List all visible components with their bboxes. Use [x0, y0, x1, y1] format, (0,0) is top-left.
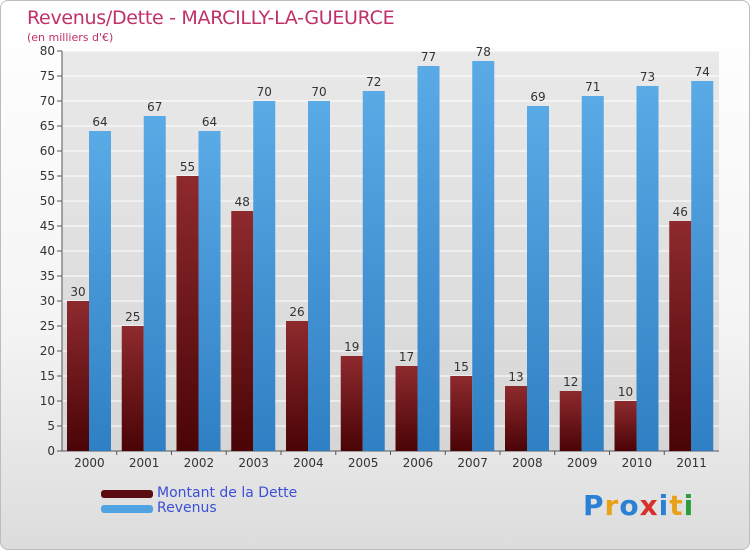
x-tick-label: 2011 — [676, 456, 707, 470]
data-label-dette: 46 — [673, 205, 688, 219]
bar-dette — [286, 321, 308, 451]
y-tick-label: 55 — [40, 169, 55, 183]
data-label-dette: 19 — [344, 340, 359, 354]
legend-label-dette: Montant de la Dette — [157, 485, 298, 501]
legend-label-revenus: Revenus — [157, 500, 217, 516]
data-label-revenus: 73 — [640, 70, 655, 84]
bar-revenus — [143, 116, 166, 451]
data-label-dette: 17 — [399, 350, 414, 364]
x-tick-label: 2000 — [74, 456, 105, 470]
data-label-dette: 55 — [180, 160, 195, 174]
y-tick-label: 30 — [40, 294, 55, 308]
data-label-revenus: 72 — [366, 75, 381, 89]
y-tick-label: 60 — [40, 144, 55, 158]
data-label-dette: 26 — [289, 305, 304, 319]
x-tick-label: 2004 — [293, 456, 324, 470]
data-label-dette: 30 — [70, 285, 85, 299]
x-tick-label: 2007 — [457, 456, 488, 470]
y-tick-label: 50 — [40, 194, 55, 208]
logo-letter: i — [683, 489, 695, 522]
bar-revenus — [253, 101, 276, 451]
logo-letter: o — [619, 489, 640, 522]
data-label-revenus: 77 — [421, 50, 436, 64]
data-label-dette: 13 — [508, 370, 523, 384]
logo-letter: x — [639, 489, 659, 522]
data-label-revenus: 67 — [147, 100, 162, 114]
bar-dette — [395, 366, 418, 451]
bar-dette — [559, 391, 582, 451]
data-label-revenus: 78 — [476, 45, 491, 59]
data-label-revenus: 74 — [695, 65, 710, 79]
x-tick-label: 2005 — [348, 456, 379, 470]
bar-revenus — [691, 81, 714, 451]
y-tick-label: 25 — [40, 319, 55, 333]
y-tick-label: 20 — [40, 344, 55, 358]
x-tick-label: 2001 — [129, 456, 160, 470]
data-label-revenus: 71 — [585, 80, 600, 94]
legend-swatch-dette — [101, 490, 153, 498]
bar-revenus — [308, 101, 330, 451]
bar-revenus — [417, 66, 440, 451]
bar-dette — [669, 221, 692, 451]
bar-revenus — [636, 86, 659, 451]
bar-dette — [450, 376, 473, 451]
y-tick-label: 35 — [40, 269, 55, 283]
logo-letter: P — [583, 489, 605, 522]
bar-dette — [231, 211, 254, 451]
y-tick-label: 5 — [47, 419, 55, 433]
chart-title: Revenus/Dette - MARCILLY-LA-GUEURCE — [27, 7, 395, 29]
chart-subtitle: (en milliers d'€) — [27, 31, 114, 44]
bar-dette — [505, 386, 527, 451]
bar-revenus — [581, 96, 604, 451]
y-tick-label: 40 — [40, 244, 55, 258]
bar-revenus — [472, 61, 495, 451]
x-tick-label: 2002 — [184, 456, 215, 470]
x-tick-label: 2006 — [403, 456, 434, 470]
x-tick-label: 2009 — [567, 456, 598, 470]
y-tick-label: 0 — [47, 444, 55, 458]
data-label-revenus: 70 — [257, 85, 272, 99]
bar-revenus — [89, 131, 111, 451]
bar-dette — [614, 401, 637, 451]
data-label-revenus: 64 — [202, 115, 217, 129]
x-tick-label: 2008 — [512, 456, 543, 470]
data-label-revenus: 70 — [311, 85, 326, 99]
data-label-dette: 25 — [125, 310, 140, 324]
proxiti-logo: Proxiti — [583, 489, 694, 522]
bar-revenus — [198, 131, 221, 451]
bar-dette — [121, 326, 144, 451]
data-label-revenus: 69 — [530, 90, 545, 104]
logo-letter: r — [604, 489, 620, 522]
bar-dette — [176, 176, 199, 451]
bar-dette — [340, 356, 363, 451]
y-tick-label: 10 — [40, 394, 55, 408]
bar-revenus — [527, 106, 549, 451]
y-tick-label: 80 — [40, 44, 55, 58]
bar-revenus — [362, 91, 385, 451]
y-tick-label: 65 — [40, 119, 55, 133]
y-tick-label: 45 — [40, 219, 55, 233]
data-label-dette: 12 — [563, 375, 578, 389]
logo-letter: i — [658, 489, 670, 522]
y-tick-label: 70 — [40, 94, 55, 108]
data-label-revenus: 64 — [92, 115, 107, 129]
x-tick-label: 2003 — [238, 456, 269, 470]
x-tick-label: 2010 — [622, 456, 653, 470]
legend-swatch-revenus — [101, 505, 153, 513]
data-label-dette: 48 — [235, 195, 250, 209]
data-label-dette: 15 — [454, 360, 469, 374]
y-tick-label: 15 — [40, 369, 55, 383]
data-label-dette: 10 — [618, 385, 633, 399]
bar-dette — [67, 301, 89, 451]
y-tick-label: 75 — [40, 69, 55, 83]
logo-letter: t — [669, 489, 684, 522]
